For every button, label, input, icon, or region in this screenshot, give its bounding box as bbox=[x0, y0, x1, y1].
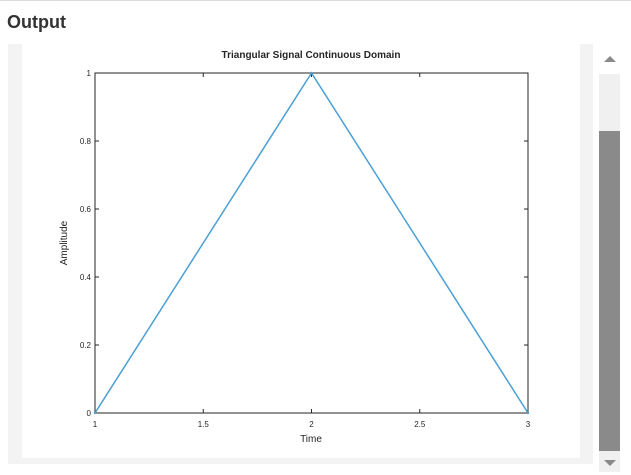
scroll-down-icon[interactable] bbox=[604, 460, 616, 466]
y-tick-label: 0.6 bbox=[80, 205, 92, 214]
plot-frame bbox=[94, 72, 529, 414]
x-tick-label: 2 bbox=[309, 420, 314, 429]
data-point bbox=[93, 411, 97, 415]
y-tick-label: 1 bbox=[87, 69, 92, 78]
tick-group: 1 1.5 2 2.5 3 0 0.2 0.4 0.6 0.8 1 bbox=[80, 69, 531, 429]
y-tick-label: 0.2 bbox=[80, 341, 92, 350]
y-tick-label: 0.4 bbox=[80, 273, 92, 282]
data-point bbox=[526, 411, 530, 415]
section-title: Output bbox=[7, 12, 66, 32]
data-point bbox=[310, 71, 313, 75]
chart: Triangular Signal Continuous Domain 1 1.5… bbox=[59, 50, 531, 445]
y-axis-label: Amplitude bbox=[59, 220, 70, 265]
x-axis-label: Time bbox=[300, 434, 322, 445]
series-group bbox=[93, 71, 530, 415]
series-line-0 bbox=[94, 71, 529, 414]
vertical-scrollbar[interactable] bbox=[596, 44, 623, 472]
x-tick-label: 2.5 bbox=[414, 420, 426, 429]
scroll-thumb[interactable] bbox=[599, 131, 620, 451]
plot-canvas: Triangular Signal Continuous Domain 1 1.5… bbox=[22, 44, 580, 458]
y-tick-label: 0 bbox=[87, 409, 92, 418]
y-tick-label: 0.8 bbox=[80, 137, 92, 146]
x-tick-label: 3 bbox=[526, 420, 531, 429]
x-tick-label: 1 bbox=[93, 420, 98, 429]
chart-title: Triangular Signal Continuous Domain bbox=[222, 50, 401, 61]
x-tick-label: 1.5 bbox=[198, 420, 210, 429]
scroll-up-icon[interactable] bbox=[604, 56, 616, 62]
top-divider bbox=[0, 0, 631, 1]
